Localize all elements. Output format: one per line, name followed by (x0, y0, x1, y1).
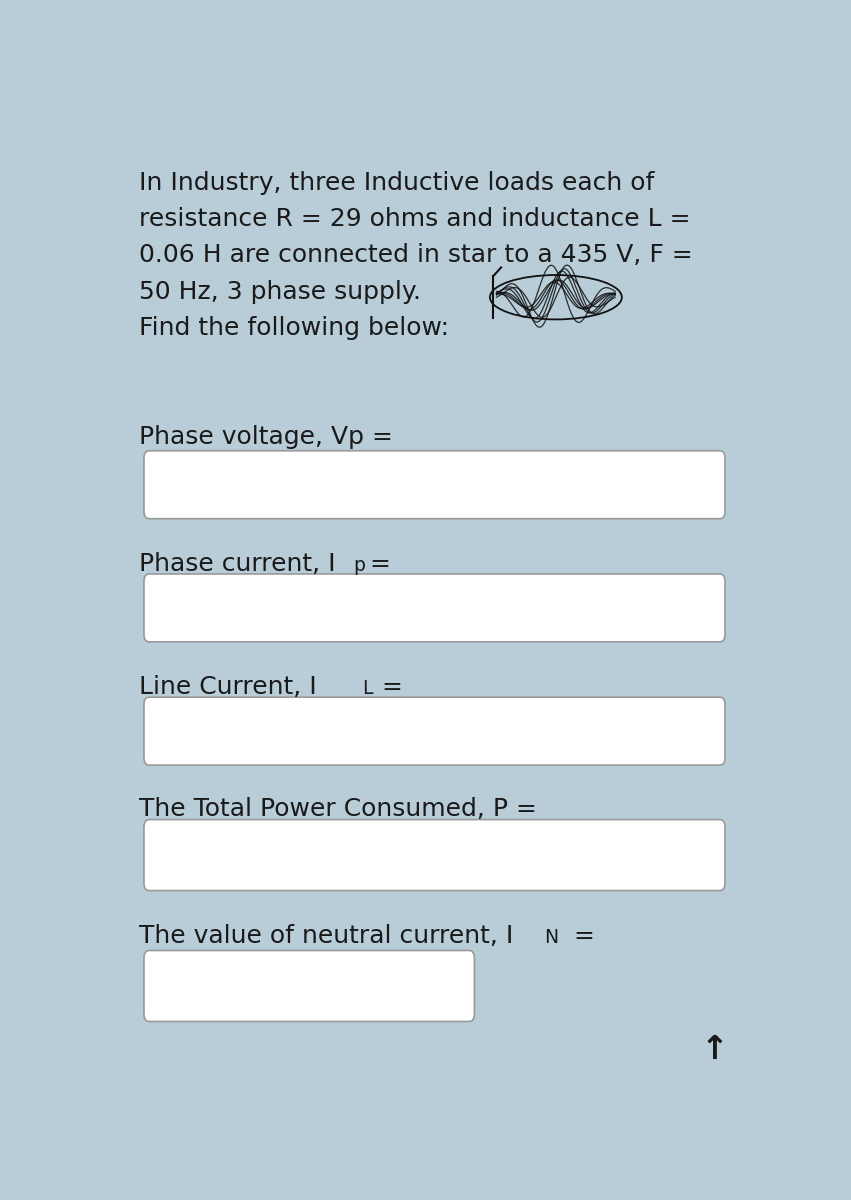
FancyBboxPatch shape (144, 697, 725, 766)
Text: Line Current, I: Line Current, I (139, 676, 317, 700)
FancyBboxPatch shape (144, 950, 474, 1021)
Text: p: p (353, 556, 365, 575)
Text: Phase voltage, Vp =: Phase voltage, Vp = (139, 425, 393, 449)
Text: 50 Hz, 3 phase supply.: 50 Hz, 3 phase supply. (139, 280, 421, 304)
Text: The value of neutral current, I: The value of neutral current, I (139, 924, 513, 948)
Text: ↑: ↑ (700, 1033, 728, 1067)
Text: 0.06 H are connected in star to a 435 V, F =: 0.06 H are connected in star to a 435 V,… (139, 244, 693, 268)
FancyBboxPatch shape (144, 451, 725, 518)
Text: resistance R = 29 ohms and inductance L =: resistance R = 29 ohms and inductance L … (139, 208, 690, 232)
Text: =: = (369, 552, 390, 576)
Text: Phase current, I: Phase current, I (139, 552, 335, 576)
Text: N: N (545, 928, 558, 947)
Text: L: L (362, 679, 373, 698)
Text: In Industry, three Inductive loads each of: In Industry, three Inductive loads each … (139, 170, 654, 194)
FancyBboxPatch shape (144, 820, 725, 890)
Text: The Total Power Consumed, P =: The Total Power Consumed, P = (139, 797, 537, 821)
Text: Find the following below:: Find the following below: (139, 316, 449, 340)
Text: =: = (381, 676, 403, 700)
FancyBboxPatch shape (144, 574, 725, 642)
Text: =: = (566, 924, 595, 948)
